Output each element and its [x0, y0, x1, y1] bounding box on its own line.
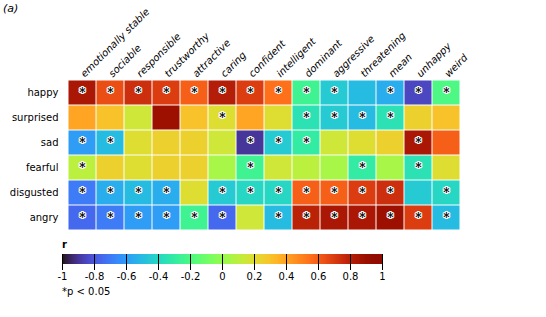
svg-text:unhappy: unhappy: [414, 40, 454, 80]
svg-text:*: *: [303, 211, 310, 225]
svg-text:0: 0: [219, 271, 225, 282]
svg-text:*: *: [163, 186, 170, 200]
svg-text:weird: weird: [442, 51, 470, 79]
svg-text:*: *: [275, 211, 282, 225]
svg-text:-0.4: -0.4: [149, 271, 169, 282]
svg-text:*: *: [247, 186, 254, 200]
svg-text:happy: happy: [27, 87, 58, 98]
svg-text:mean: mean: [386, 51, 414, 79]
html-text:(a): (a): [3, 2, 19, 15]
svg-text:-0.8: -0.8: [85, 271, 105, 282]
svg-text:disgusted: disgusted: [10, 187, 59, 198]
svg-text:*: *: [107, 86, 114, 100]
svg-text:trustworthy: trustworthy: [162, 30, 212, 80]
svg-text:*: *: [79, 86, 86, 100]
svg-text:responsible: responsible: [134, 30, 183, 80]
svg-text:*: *: [387, 186, 394, 200]
svg-text:confident: confident: [246, 38, 288, 80]
svg-text:*: *: [219, 86, 226, 100]
svg-text:*: *: [79, 186, 86, 200]
svg-text:-0.2: -0.2: [181, 271, 201, 282]
svg-text:*: *: [219, 186, 226, 200]
svg-text:*: *: [275, 186, 282, 200]
svg-text:surprised: surprised: [12, 112, 59, 123]
svg-text:*: *: [191, 211, 198, 225]
svg-text:1: 1: [379, 271, 385, 282]
svg-text:*: *: [247, 136, 254, 150]
svg-text:r: r: [62, 239, 67, 250]
svg-text:attractive: attractive: [190, 37, 233, 80]
svg-text:aggressive: aggressive: [330, 33, 377, 80]
svg-text:-1: -1: [58, 271, 68, 282]
svg-text:fearful: fearful: [26, 162, 59, 173]
svg-text:*: *: [219, 111, 226, 125]
svg-text:0.4: 0.4: [279, 271, 295, 282]
svg-text:*: *: [107, 211, 114, 225]
svg-text:*: *: [387, 111, 394, 125]
svg-text:*: *: [247, 161, 254, 175]
svg-text:*: *: [443, 86, 450, 100]
svg-text:*: *: [275, 136, 282, 150]
svg-text:*: *: [191, 86, 198, 100]
svg-text:*: *: [359, 161, 366, 175]
svg-text:*: *: [303, 136, 310, 150]
svg-text:*: *: [359, 211, 366, 225]
svg-text:*: *: [359, 186, 366, 200]
svg-text:0.8: 0.8: [343, 271, 359, 282]
svg-text:emotionally stable: emotionally stable: [78, 6, 152, 80]
svg-text:*: *: [219, 211, 226, 225]
svg-text:*: *: [135, 186, 142, 200]
svg-text:*: *: [79, 136, 86, 150]
svg-text:*: *: [79, 211, 86, 225]
svg-text:*: *: [275, 86, 282, 100]
svg-text:*: *: [331, 111, 338, 125]
svg-text:*: *: [443, 211, 450, 225]
svg-text:*: *: [359, 111, 366, 125]
svg-text:*: *: [135, 211, 142, 225]
svg-text:*: *: [331, 86, 338, 100]
svg-text:threatening: threatening: [358, 30, 408, 80]
svg-text:*: *: [107, 186, 114, 200]
svg-text:*: *: [303, 186, 310, 200]
svg-text:caring: caring: [218, 49, 248, 79]
svg-text:intelligent: intelligent: [274, 35, 318, 80]
svg-text:*: *: [247, 86, 254, 100]
svg-text:*: *: [163, 211, 170, 225]
svg-text:dominant: dominant: [302, 37, 344, 80]
svg-text:*: *: [443, 186, 450, 200]
svg-text:sociable: sociable: [106, 42, 144, 80]
svg-text:0.6: 0.6: [311, 271, 327, 282]
svg-text:*: *: [135, 86, 142, 100]
svg-text:*: *: [415, 211, 422, 225]
svg-text:*: *: [331, 186, 338, 200]
svg-text:*: *: [303, 111, 310, 125]
svg-text:-0.6: -0.6: [117, 271, 137, 282]
svg-text:*: *: [415, 86, 422, 100]
svg-text:angry: angry: [30, 212, 59, 223]
svg-text:*: *: [107, 136, 114, 150]
svg-text:0.2: 0.2: [247, 271, 263, 282]
html-text:*p < 0.05: *p < 0.05: [62, 286, 111, 297]
svg-text:*: *: [163, 86, 170, 100]
svg-text:*: *: [387, 86, 394, 100]
svg-text:*: *: [415, 161, 422, 175]
svg-text:sad: sad: [41, 137, 59, 148]
svg-text:*: *: [331, 211, 338, 225]
svg-text:*: *: [387, 211, 394, 225]
svg-text:*: *: [303, 86, 310, 100]
svg-text:*: *: [79, 161, 86, 175]
svg-text:*: *: [415, 136, 422, 150]
